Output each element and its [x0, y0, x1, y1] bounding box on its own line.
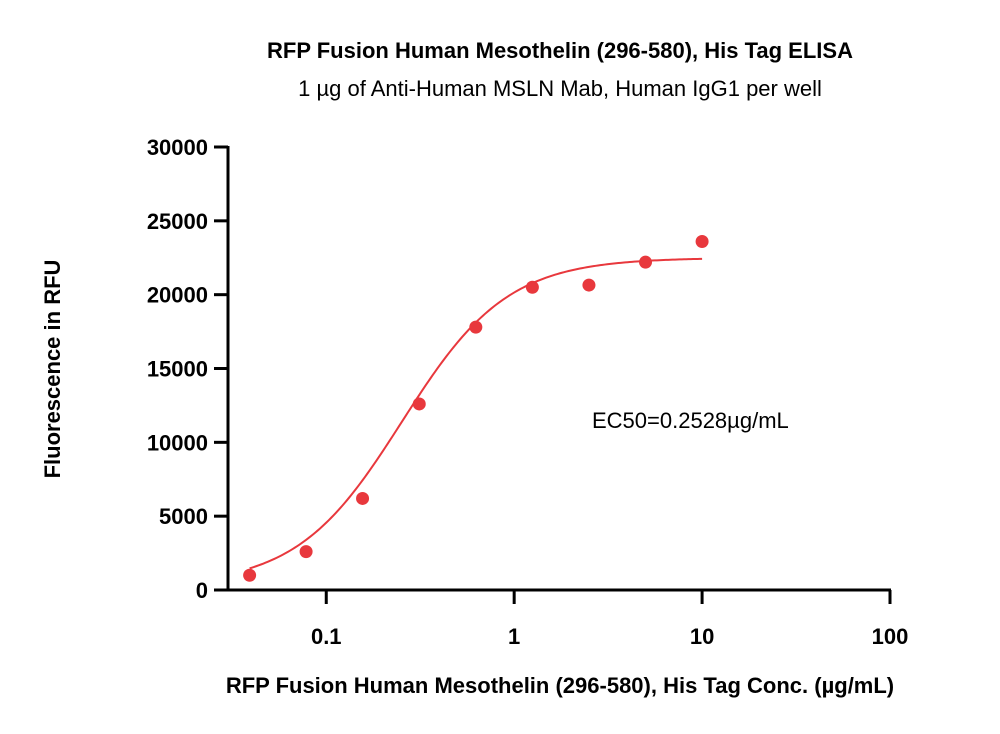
x-tick-label: 0.1 [311, 624, 342, 649]
data-point [695, 235, 709, 249]
y-axis: 0 5000 10000 15000 20000 25000 30000 [147, 135, 230, 603]
data-point [356, 491, 370, 505]
x-tick-label: 10 [690, 624, 714, 649]
x-tick-label: 100 [872, 624, 909, 649]
y-tick-label: 5000 [159, 504, 208, 529]
data-points [243, 235, 709, 582]
data-point [525, 280, 539, 294]
x-axis-label: RFP Fusion Human Mesothelin (296-580), H… [226, 673, 894, 698]
data-point [412, 397, 426, 411]
y-tick-label: 20000 [147, 283, 208, 308]
chart-subtitle: 1 µg of Anti-Human MSLN Mab, Human IgG1 … [298, 76, 822, 101]
y-tick-label: 10000 [147, 430, 208, 455]
data-point [299, 545, 313, 559]
ec50-annotation: EC50=0.2528µg/mL [592, 408, 789, 433]
y-axis-label: Fluorescence in RFU [40, 260, 65, 479]
data-point [469, 320, 483, 334]
x-tick-label: 1 [508, 624, 520, 649]
plot-area: 0 5000 10000 15000 20000 25000 30000 0.1 1 10 100 [147, 135, 909, 649]
y-tick-label: 30000 [147, 135, 208, 160]
y-tick-label: 25000 [147, 209, 208, 234]
data-point [243, 568, 257, 582]
x-axis: 0.1 1 10 100 [214, 588, 909, 649]
y-tick-label: 15000 [147, 357, 208, 382]
y-tick-label: 0 [196, 578, 208, 603]
data-point [639, 255, 653, 269]
data-point [582, 278, 596, 292]
chart-title: RFP Fusion Human Mesothelin (296-580), H… [267, 38, 853, 63]
